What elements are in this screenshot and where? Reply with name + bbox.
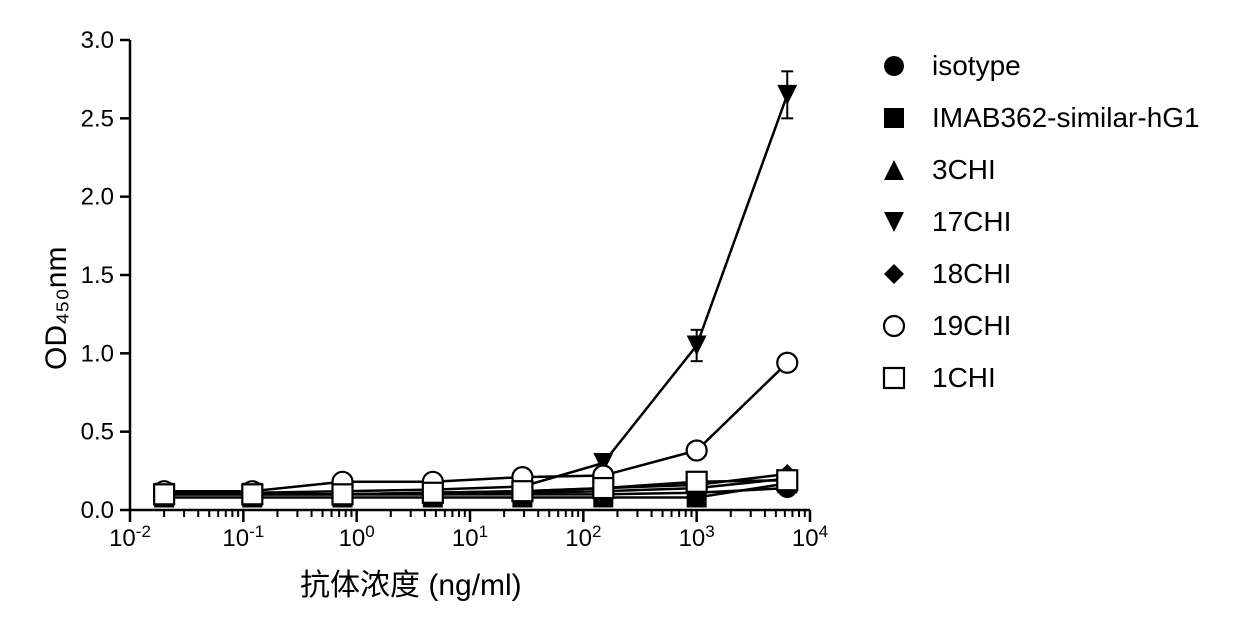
svg-text:1.5: 1.5 [81, 262, 114, 289]
legend-label: 17CHI [932, 206, 1011, 238]
svg-text:102: 102 [565, 522, 601, 553]
legend-label: IMAB362-similar-hG1 [932, 102, 1200, 134]
legend-item: 3CHI [870, 144, 1200, 196]
legend-item: 18CHI [870, 248, 1200, 300]
legend-label: 18CHI [932, 258, 1011, 290]
svg-text:0.5: 0.5 [81, 419, 114, 446]
legend-label: 3CHI [932, 154, 996, 186]
filled-circle-icon [870, 42, 918, 90]
svg-text:0.0: 0.0 [81, 497, 114, 524]
legend-item: 17CHI [870, 196, 1200, 248]
legend: isotype IMAB362-similar-hG1 3CHI 17CHI 18CHI… [870, 40, 1200, 404]
svg-text:103: 103 [679, 522, 715, 553]
open-circle-icon [870, 302, 918, 350]
svg-text:2.0: 2.0 [81, 184, 114, 211]
series-17CHI [154, 71, 797, 502]
legend-label: 1CHI [932, 362, 996, 394]
legend-label: 19CHI [932, 310, 1011, 342]
svg-text:2.5: 2.5 [81, 105, 114, 132]
filled-diamond-icon [870, 250, 918, 298]
svg-text:10-2: 10-2 [109, 522, 151, 553]
filled-square-icon [870, 94, 918, 142]
x-axis-label: 抗体浓度 (ng/ml) [300, 560, 522, 604]
svg-text:101: 101 [452, 522, 488, 553]
legend-item: 1CHI [870, 352, 1200, 404]
svg-text:1.0: 1.0 [81, 340, 114, 367]
svg-text:104: 104 [792, 522, 828, 553]
legend-item: 19CHI [870, 300, 1200, 352]
svg-text:3.0: 3.0 [81, 27, 114, 54]
y-axis-label: OD₄₅₀nm [40, 247, 74, 370]
open-square-icon [870, 354, 918, 402]
filled-triangle-up-icon [870, 146, 918, 194]
legend-item: IMAB362-similar-hG1 [870, 92, 1200, 144]
filled-triangle-down-icon [870, 198, 918, 246]
chart-container: 0.0 0.5 1.0 1.5 2.0 2.5 3.0 10-2 10-1 100 101 102 10… [0, 0, 1240, 628]
svg-text:100: 100 [339, 522, 375, 553]
svg-text:10-1: 10-1 [222, 522, 264, 553]
legend-label: isotype [932, 50, 1021, 82]
legend-item: isotype [870, 40, 1200, 92]
